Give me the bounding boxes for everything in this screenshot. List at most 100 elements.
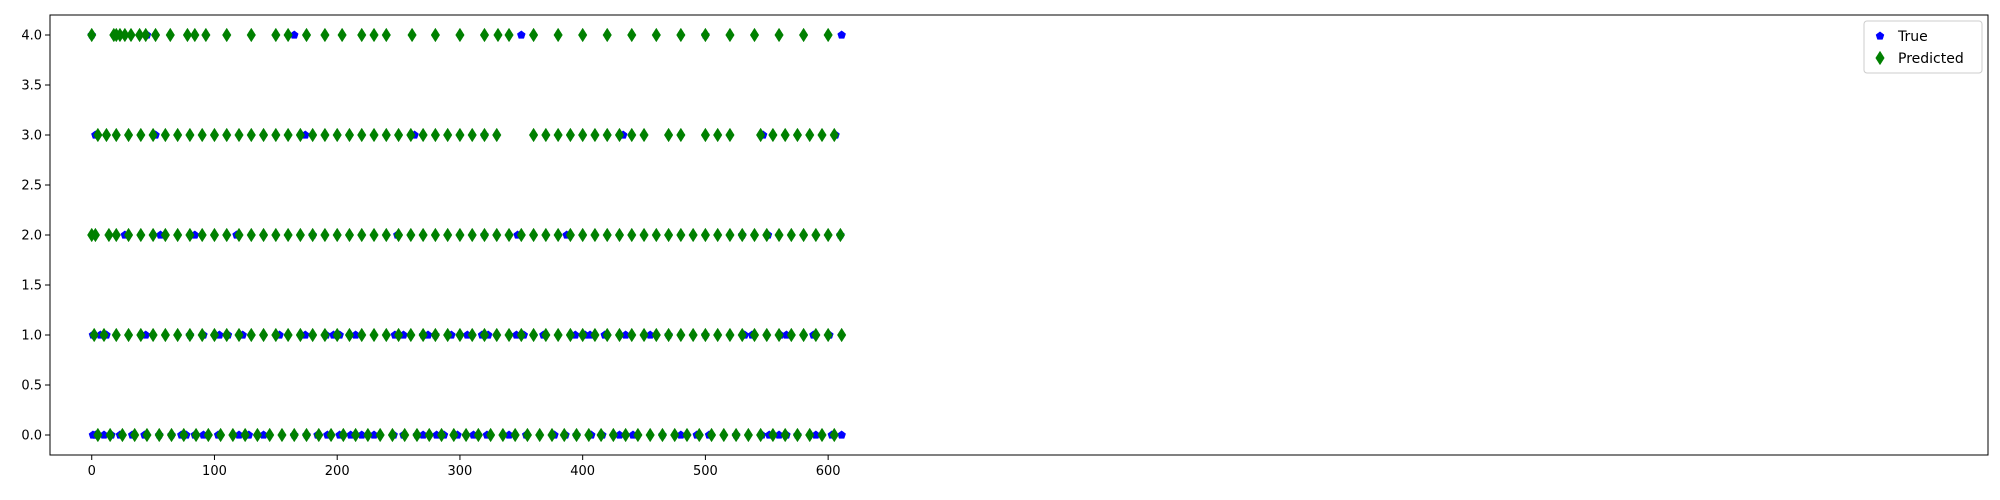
predicted-point: [295, 127, 305, 143]
predicted-point: [201, 27, 211, 43]
predicted-point: [676, 127, 686, 143]
predicted-point: [614, 127, 625, 143]
predicted-point: [185, 127, 195, 143]
predicted-point: [516, 327, 526, 343]
predicted-point: [590, 327, 600, 343]
predicted-point: [338, 427, 348, 443]
predicted-point: [252, 427, 263, 443]
predicted-point: [725, 27, 735, 43]
predicted-point: [123, 127, 134, 143]
predicted-point: [608, 427, 618, 443]
predicted-point: [228, 427, 238, 443]
predicted-point: [799, 227, 809, 243]
predicted-point: [271, 127, 281, 143]
predicted-point: [117, 427, 128, 443]
true-point: [837, 430, 846, 439]
predicted-point: [510, 427, 520, 443]
predicted-point: [87, 27, 97, 43]
predicted-point: [700, 227, 711, 243]
predicted-point: [111, 227, 121, 243]
predicted-point: [258, 227, 269, 243]
predicted-point: [651, 227, 661, 243]
predicted-point: [651, 27, 661, 43]
y-tick-label: 0.0: [21, 429, 42, 444]
predicted-point: [731, 427, 741, 443]
predicted-point: [651, 327, 661, 343]
predicted-point: [694, 427, 704, 443]
predicted-point: [363, 427, 373, 443]
predicted-point: [406, 127, 416, 143]
predicted-point: [614, 327, 625, 343]
predicted-point: [430, 27, 440, 43]
predicted-point: [467, 327, 477, 343]
predicted-point: [633, 427, 643, 443]
y-tick-label: 2.0: [21, 229, 42, 244]
x-tick-label: 100: [202, 464, 227, 479]
predicted-point: [246, 27, 256, 43]
predicted-point: [190, 27, 200, 43]
predicted-point: [479, 227, 490, 243]
predicted-point: [706, 427, 717, 443]
predicted-point: [407, 27, 417, 43]
predicted-point: [799, 27, 809, 43]
predicted-point: [713, 227, 723, 243]
y-axis: 0.0 0.5 1.0 1.5 2.0 2.5 3.0 3.5 4.0: [21, 29, 50, 444]
predicted-point: [479, 27, 490, 43]
predicted-point: [590, 227, 600, 243]
predicted-point: [492, 327, 502, 343]
predicted-point: [749, 227, 760, 243]
predicted-point: [369, 27, 379, 43]
predicted-point: [737, 327, 747, 343]
predicted-point: [621, 427, 631, 443]
predicted-point: [142, 427, 152, 443]
predicted-point: [725, 327, 735, 343]
predicted-point: [295, 227, 305, 243]
predicted-point: [627, 227, 637, 243]
predicted-point: [768, 427, 778, 443]
y-tick-label: 2.5: [21, 179, 42, 194]
predicted-point: [578, 227, 588, 243]
legend: True Predicted: [1863, 20, 1983, 74]
predicted-point: [449, 427, 459, 443]
predicted-point: [320, 227, 330, 243]
predicted-point: [89, 327, 99, 343]
predicted-point: [713, 127, 723, 143]
predicted-point: [639, 227, 649, 243]
true-point: [517, 30, 526, 39]
legend-marker-true: [1875, 31, 1885, 40]
predicted-point: [271, 27, 281, 43]
predicted-point: [811, 327, 821, 343]
predicted-point: [443, 127, 453, 143]
predicted-point: [492, 127, 502, 143]
predicted-point: [823, 227, 833, 243]
predicted-point: [817, 127, 827, 143]
predicted-point: [104, 227, 114, 243]
predicted-point: [774, 27, 784, 43]
predicted-point: [165, 27, 175, 43]
predicted-point: [663, 127, 674, 143]
predicted-point: [657, 427, 668, 443]
predicted-point: [528, 327, 539, 343]
predicted-point: [277, 427, 287, 443]
predicted-point: [430, 127, 440, 143]
predicted-point: [308, 227, 318, 243]
predicted-point: [320, 327, 330, 343]
x-tick-label: 200: [325, 464, 350, 479]
predicted-point: [479, 327, 490, 343]
predicted-point: [258, 127, 269, 143]
predicted-point: [584, 427, 594, 443]
predicted-point: [823, 27, 833, 43]
predicted-point: [222, 127, 232, 143]
predicted-point: [240, 427, 250, 443]
x-tick-label: 300: [448, 464, 473, 479]
predicted-point: [179, 427, 189, 443]
predicted-point: [663, 327, 674, 343]
predicted-point: [700, 27, 711, 43]
predicted-point: [786, 327, 796, 343]
y-tick-label: 3.5: [21, 79, 42, 94]
predicted-point: [639, 127, 649, 143]
predicted-point: [265, 427, 275, 443]
predicted-point: [553, 27, 563, 43]
predicted-point: [455, 227, 465, 243]
